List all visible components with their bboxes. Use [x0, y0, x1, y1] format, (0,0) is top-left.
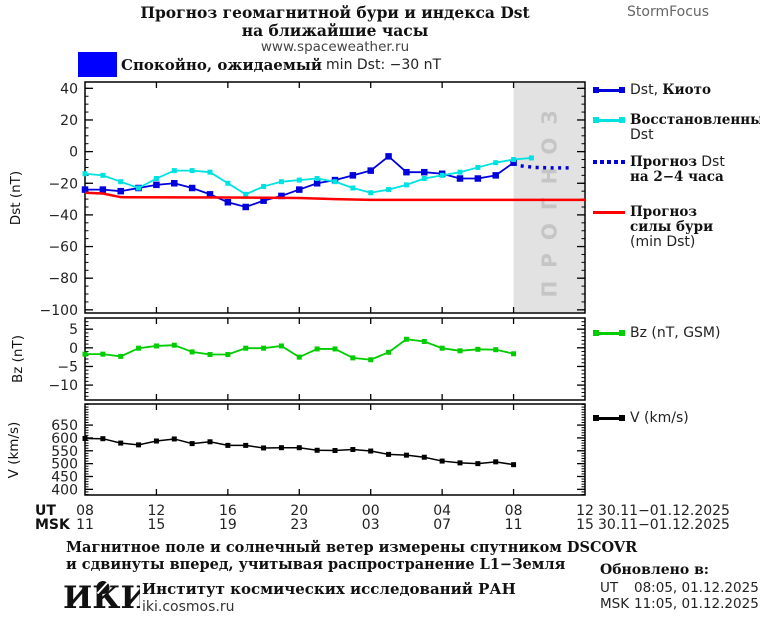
- iki-url: iki.cosmos.ru: [142, 599, 235, 615]
- svg-text:−20: −20: [48, 176, 78, 192]
- bz-axis-label: Bz (nT): [10, 335, 26, 383]
- svg-text:−60: −60: [48, 240, 78, 256]
- restored-line-sample: [593, 113, 625, 127]
- v-axis-label: V (km/s): [6, 421, 22, 479]
- svg-text:−10: −10: [48, 378, 78, 394]
- svg-text:04: 04: [433, 503, 451, 519]
- storm-status-bar: Спокойно, ожидаемый min Dst: −30 nT: [78, 52, 441, 77]
- svg-text:15: 15: [576, 517, 594, 533]
- svg-text:0: 0: [69, 145, 78, 161]
- v-line-sample: [593, 411, 625, 425]
- svg-text:16: 16: [219, 503, 237, 519]
- svg-text:11: 11: [505, 517, 523, 533]
- legend-forecast-dst: Прогноз Dst на 2−4 часа: [593, 155, 725, 185]
- svg-text:450: 450: [51, 469, 78, 485]
- svg-text:−5: −5: [57, 359, 78, 375]
- svg-text:UT: UT: [35, 503, 56, 519]
- status-min-dst: min Dst: −30 nT: [326, 56, 442, 73]
- svg-text:−40: −40: [48, 208, 78, 224]
- legend-bz: Bz (nT, GSM): [593, 326, 720, 341]
- institute-name: Институт космических исследований РАН: [142, 580, 516, 598]
- updated-at-msk: MSK 11:05, 01.12.2025: [600, 596, 759, 612]
- svg-text:30.11−01.12.2025: 30.11−01.12.2025: [598, 503, 730, 519]
- svg-text:08: 08: [76, 503, 94, 519]
- legend-restored-dst: Восстановленный Dst: [593, 113, 760, 143]
- data-source-caption-line2: и сдвинуты вперед, учитывая распростране…: [66, 556, 566, 573]
- status-label: Спокойно, ожидаемый: [121, 55, 323, 74]
- legend-dst-kyoto: Dst, Киото: [593, 83, 711, 98]
- data-source-caption-line1: Магнитное поле и солнечный ветер измерен…: [66, 539, 638, 556]
- legend-v: V (km/s): [593, 411, 689, 426]
- svg-text:19: 19: [219, 517, 237, 533]
- updated-at-label: Обновлено в:: [600, 562, 709, 578]
- legend-storm-forecast: Прогноз силы бури (min Dst): [593, 205, 713, 250]
- kyoto-line-sample: [593, 83, 625, 97]
- updated-at-ut: UT 08:05, 01.12.2025: [600, 580, 759, 596]
- svg-text:20: 20: [60, 113, 78, 129]
- svg-text:23: 23: [290, 517, 308, 533]
- svg-text:11: 11: [76, 517, 94, 533]
- storm-line-sample: [593, 205, 625, 219]
- svg-text:−80: −80: [48, 271, 78, 287]
- quiet-level-swatch: [78, 52, 117, 77]
- brand-label: StormFocus: [627, 4, 710, 20]
- svg-text:5: 5: [69, 322, 78, 338]
- svg-text:0: 0: [69, 341, 78, 357]
- svg-text:12: 12: [576, 503, 594, 519]
- svg-text:400: 400: [51, 482, 78, 498]
- updated-at-block: Обновлено в: UT 08:05, 01.12.2025 MSK 11…: [600, 562, 759, 612]
- svg-text:20: 20: [290, 503, 308, 519]
- iki-logo: ИКИ: [63, 580, 140, 614]
- svg-text:600: 600: [51, 431, 78, 447]
- svg-text:650: 650: [51, 418, 78, 434]
- svg-text:−100: −100: [40, 303, 78, 319]
- svg-text:07: 07: [433, 517, 451, 533]
- svg-text:40: 40: [60, 81, 78, 97]
- dst-axis-label: Dst (nT): [8, 170, 24, 226]
- svg-text:12: 12: [148, 503, 166, 519]
- page-subtitle: на ближайшие часы: [241, 21, 429, 40]
- spaceweather-url: www.spaceweather.ru: [260, 39, 410, 55]
- svg-text:08: 08: [505, 503, 523, 519]
- svg-text:00: 00: [362, 503, 380, 519]
- svg-text:30.11−01.12.2025: 30.11−01.12.2025: [598, 517, 730, 533]
- bz-line-sample: [593, 326, 625, 340]
- forecast-dotted-sample: [593, 155, 625, 169]
- svg-text:500: 500: [51, 457, 78, 473]
- svg-text:03: 03: [362, 517, 380, 533]
- svg-text:15: 15: [148, 517, 166, 533]
- svg-text:550: 550: [51, 444, 78, 460]
- page-title: Прогноз геомагнитной бури и индекса Dst: [140, 3, 530, 22]
- svg-text:ПРОГНОЗ: ПРОГНОЗ: [537, 97, 561, 297]
- svg-text:MSK: MSK: [35, 517, 71, 533]
